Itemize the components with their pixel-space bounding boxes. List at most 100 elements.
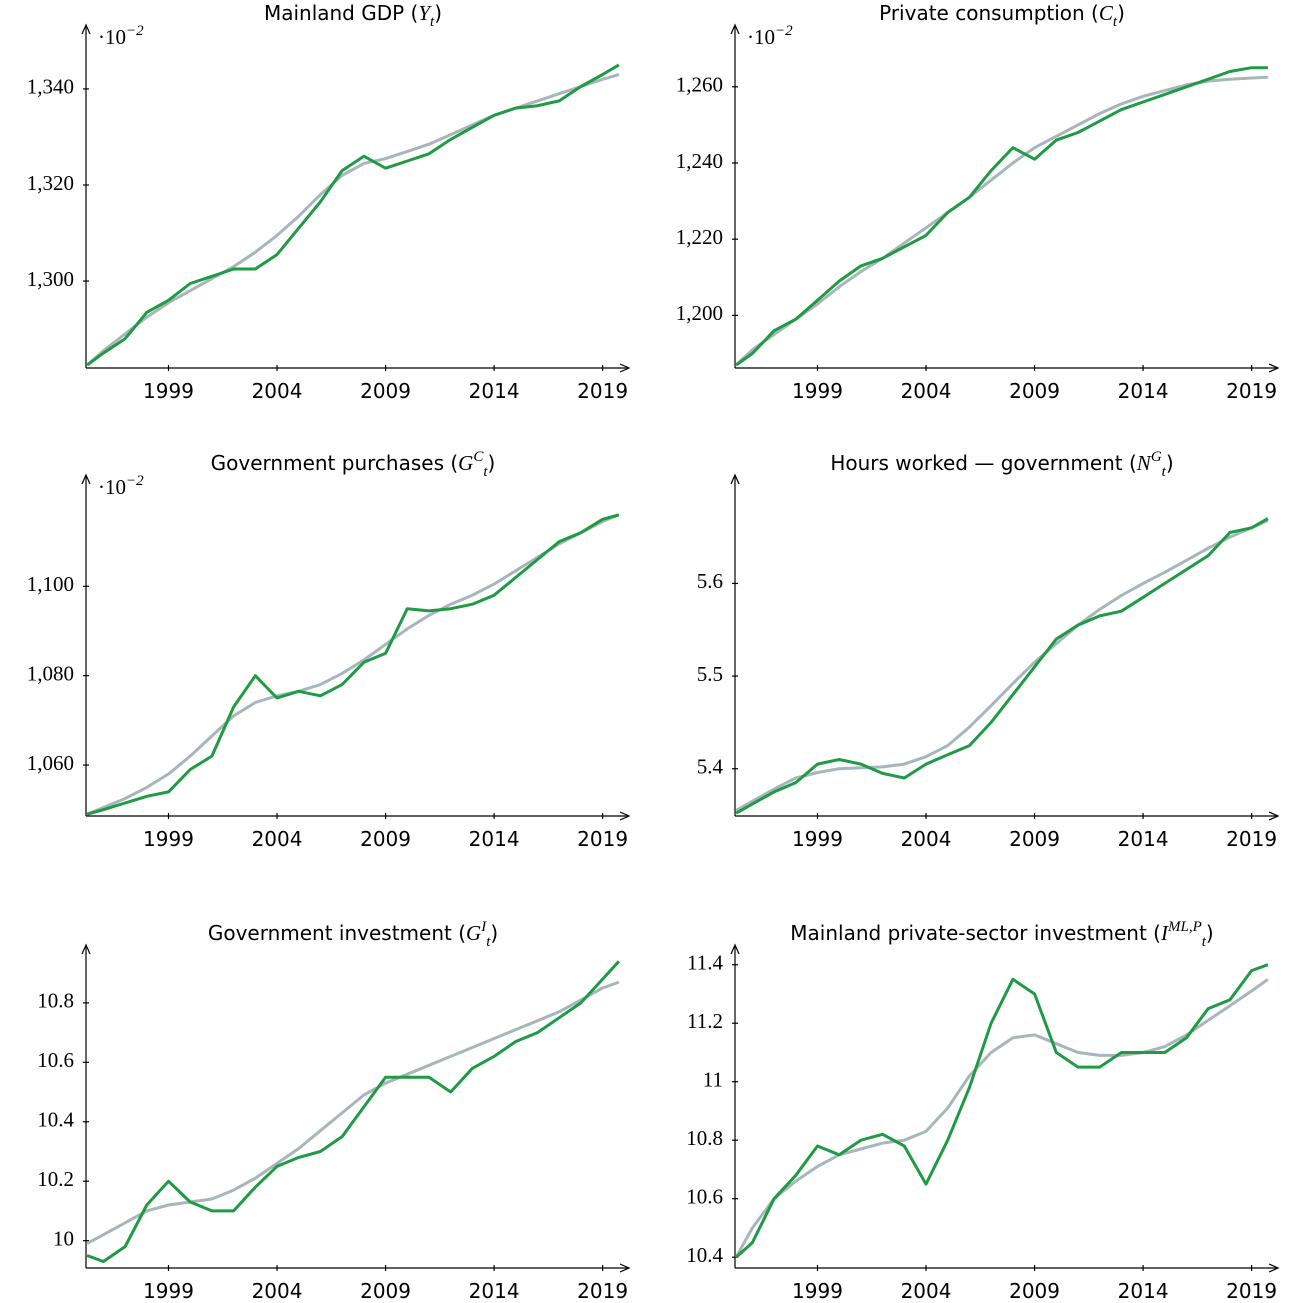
x-axis-arrow — [1268, 363, 1280, 373]
x-tick-label: 2004 — [252, 1279, 303, 1303]
y-axis-arrow — [730, 473, 740, 485]
y-tick-label: 5.5 — [697, 662, 723, 686]
y-tick-label: 1,220 — [676, 225, 723, 249]
chart-title: Hours worked — government (NGt) — [830, 449, 1173, 480]
y-axis-arrow — [81, 473, 91, 485]
y-tick-label: 1,200 — [676, 301, 723, 325]
y-tick-label: 10.4 — [37, 1108, 74, 1132]
x-tick-label: 2019 — [1226, 827, 1277, 851]
text-part: Y — [418, 1, 432, 25]
y-tick-label: 1,260 — [676, 73, 723, 97]
y-tick-label: 10.4 — [686, 1243, 723, 1267]
x-tick-label: 1999 — [792, 1279, 843, 1303]
panel: Government investment (GIt) 10 10.2 10.4 10.… — [37, 919, 631, 1303]
text-part: ·10 — [98, 25, 126, 49]
y-axis-arrow — [730, 943, 740, 955]
chart-title: Private consumption (Ct) — [879, 1, 1125, 30]
text-part: ) — [434, 1, 442, 25]
text-part: G — [466, 921, 481, 945]
x-tick-label: 2004 — [252, 827, 303, 851]
axis-multiplier: ·10−2 — [747, 23, 793, 49]
series-line — [86, 980, 620, 1245]
x-tick-label: 2009 — [360, 827, 411, 851]
y-tick-label: 10.2 — [37, 1167, 74, 1191]
x-tick-label: 2004 — [901, 827, 952, 851]
panel: Hours worked — government (NGt) 5.4 5.5 5.6… — [697, 449, 1280, 851]
text-part: ) — [490, 921, 498, 945]
text-part: t — [430, 14, 435, 30]
text-part: −2 — [126, 473, 144, 489]
series-line — [735, 963, 1269, 1259]
text-part: N — [1136, 451, 1152, 475]
y-tick-label: 10.8 — [37, 989, 74, 1013]
x-axis-arrow — [619, 1263, 631, 1273]
text-part: ·10 — [747, 25, 775, 49]
text-part: C — [1099, 1, 1114, 25]
series-line — [735, 75, 1268, 367]
y-tick-label: 1,300 — [27, 267, 74, 291]
text-part: t — [1113, 14, 1118, 30]
series-line — [734, 978, 1269, 1258]
panel: Mainland private-sector investment (IML,… — [686, 919, 1280, 1303]
x-tick-label: 1999 — [143, 379, 194, 403]
y-tick-label: 11.4 — [687, 951, 723, 975]
series-line — [86, 73, 620, 367]
text-part: Government purchases ( — [211, 451, 458, 475]
x-tick-label: 2019 — [577, 827, 628, 851]
text-part: Mainland GDP ( — [264, 1, 418, 25]
x-axis-arrow — [1268, 1263, 1280, 1273]
series-line — [735, 66, 1268, 367]
x-tick-label: 2014 — [469, 827, 520, 851]
chart-title: Government purchases (GCt) — [211, 449, 496, 480]
x-tick-label: 2014 — [1118, 1279, 1169, 1303]
text-part: t — [486, 934, 491, 950]
y-tick-label: 10.8 — [686, 1126, 723, 1150]
x-axis-arrow — [1268, 811, 1280, 821]
y-axis-arrow — [730, 23, 740, 35]
panel: Mainland GDP (Yt) ·10−2 1,300 1,320 1,340 199… — [27, 1, 631, 403]
x-tick-label: 1999 — [792, 827, 843, 851]
panel: Government purchases (GCt) ·10−2 1,060 1,08… — [27, 449, 631, 851]
x-axis-arrow — [619, 363, 631, 373]
x-tick-label: 2009 — [360, 1279, 411, 1303]
x-tick-label: 2004 — [252, 379, 303, 403]
x-tick-label: 2019 — [577, 1279, 628, 1303]
text-part: G — [458, 451, 473, 475]
text-part: ML,P — [1167, 919, 1202, 935]
y-tick-label: 5.4 — [697, 755, 724, 779]
series-line — [735, 517, 1269, 815]
x-tick-label: 2014 — [1118, 827, 1169, 851]
text-part: ) — [488, 451, 496, 475]
x-tick-label: 2009 — [1009, 827, 1060, 851]
series-line — [86, 63, 620, 367]
text-part: −2 — [126, 23, 144, 39]
y-tick-label: 1,340 — [27, 75, 74, 99]
text-part: t — [1162, 464, 1167, 480]
text-part: I — [1160, 921, 1169, 945]
x-tick-label: 2014 — [1118, 379, 1169, 403]
y-axis-arrow — [81, 943, 91, 955]
panel: Private consumption (Ct) ·10−2 1,200 1,220 1… — [676, 1, 1280, 403]
x-tick-label: 1999 — [143, 827, 194, 851]
chart-title: Mainland private-sector investment (IML,… — [790, 919, 1213, 950]
text-part: ) — [1206, 921, 1214, 945]
y-tick-label: 1,240 — [676, 149, 723, 173]
axis-multiplier: ·10−2 — [98, 23, 144, 49]
chart-title: Government investment (GIt) — [208, 919, 498, 950]
x-tick-label: 2019 — [1226, 379, 1277, 403]
x-tick-label: 2009 — [1009, 1279, 1060, 1303]
y-tick-label: 5.6 — [697, 569, 723, 593]
text-part: t — [483, 464, 488, 480]
text-part: I — [480, 919, 487, 935]
x-tick-label: 2019 — [1226, 1279, 1277, 1303]
y-tick-label: 10 — [53, 1226, 74, 1250]
x-axis-arrow — [619, 811, 631, 821]
text-part: G — [1151, 449, 1162, 465]
x-tick-label: 1999 — [792, 379, 843, 403]
text-part: C — [473, 449, 484, 465]
axis-multiplier: ·10−2 — [98, 473, 144, 499]
text-part: Mainland private-sector investment ( — [790, 921, 1161, 945]
x-tick-label: 1999 — [143, 1279, 194, 1303]
text-part: ) — [1117, 1, 1125, 25]
